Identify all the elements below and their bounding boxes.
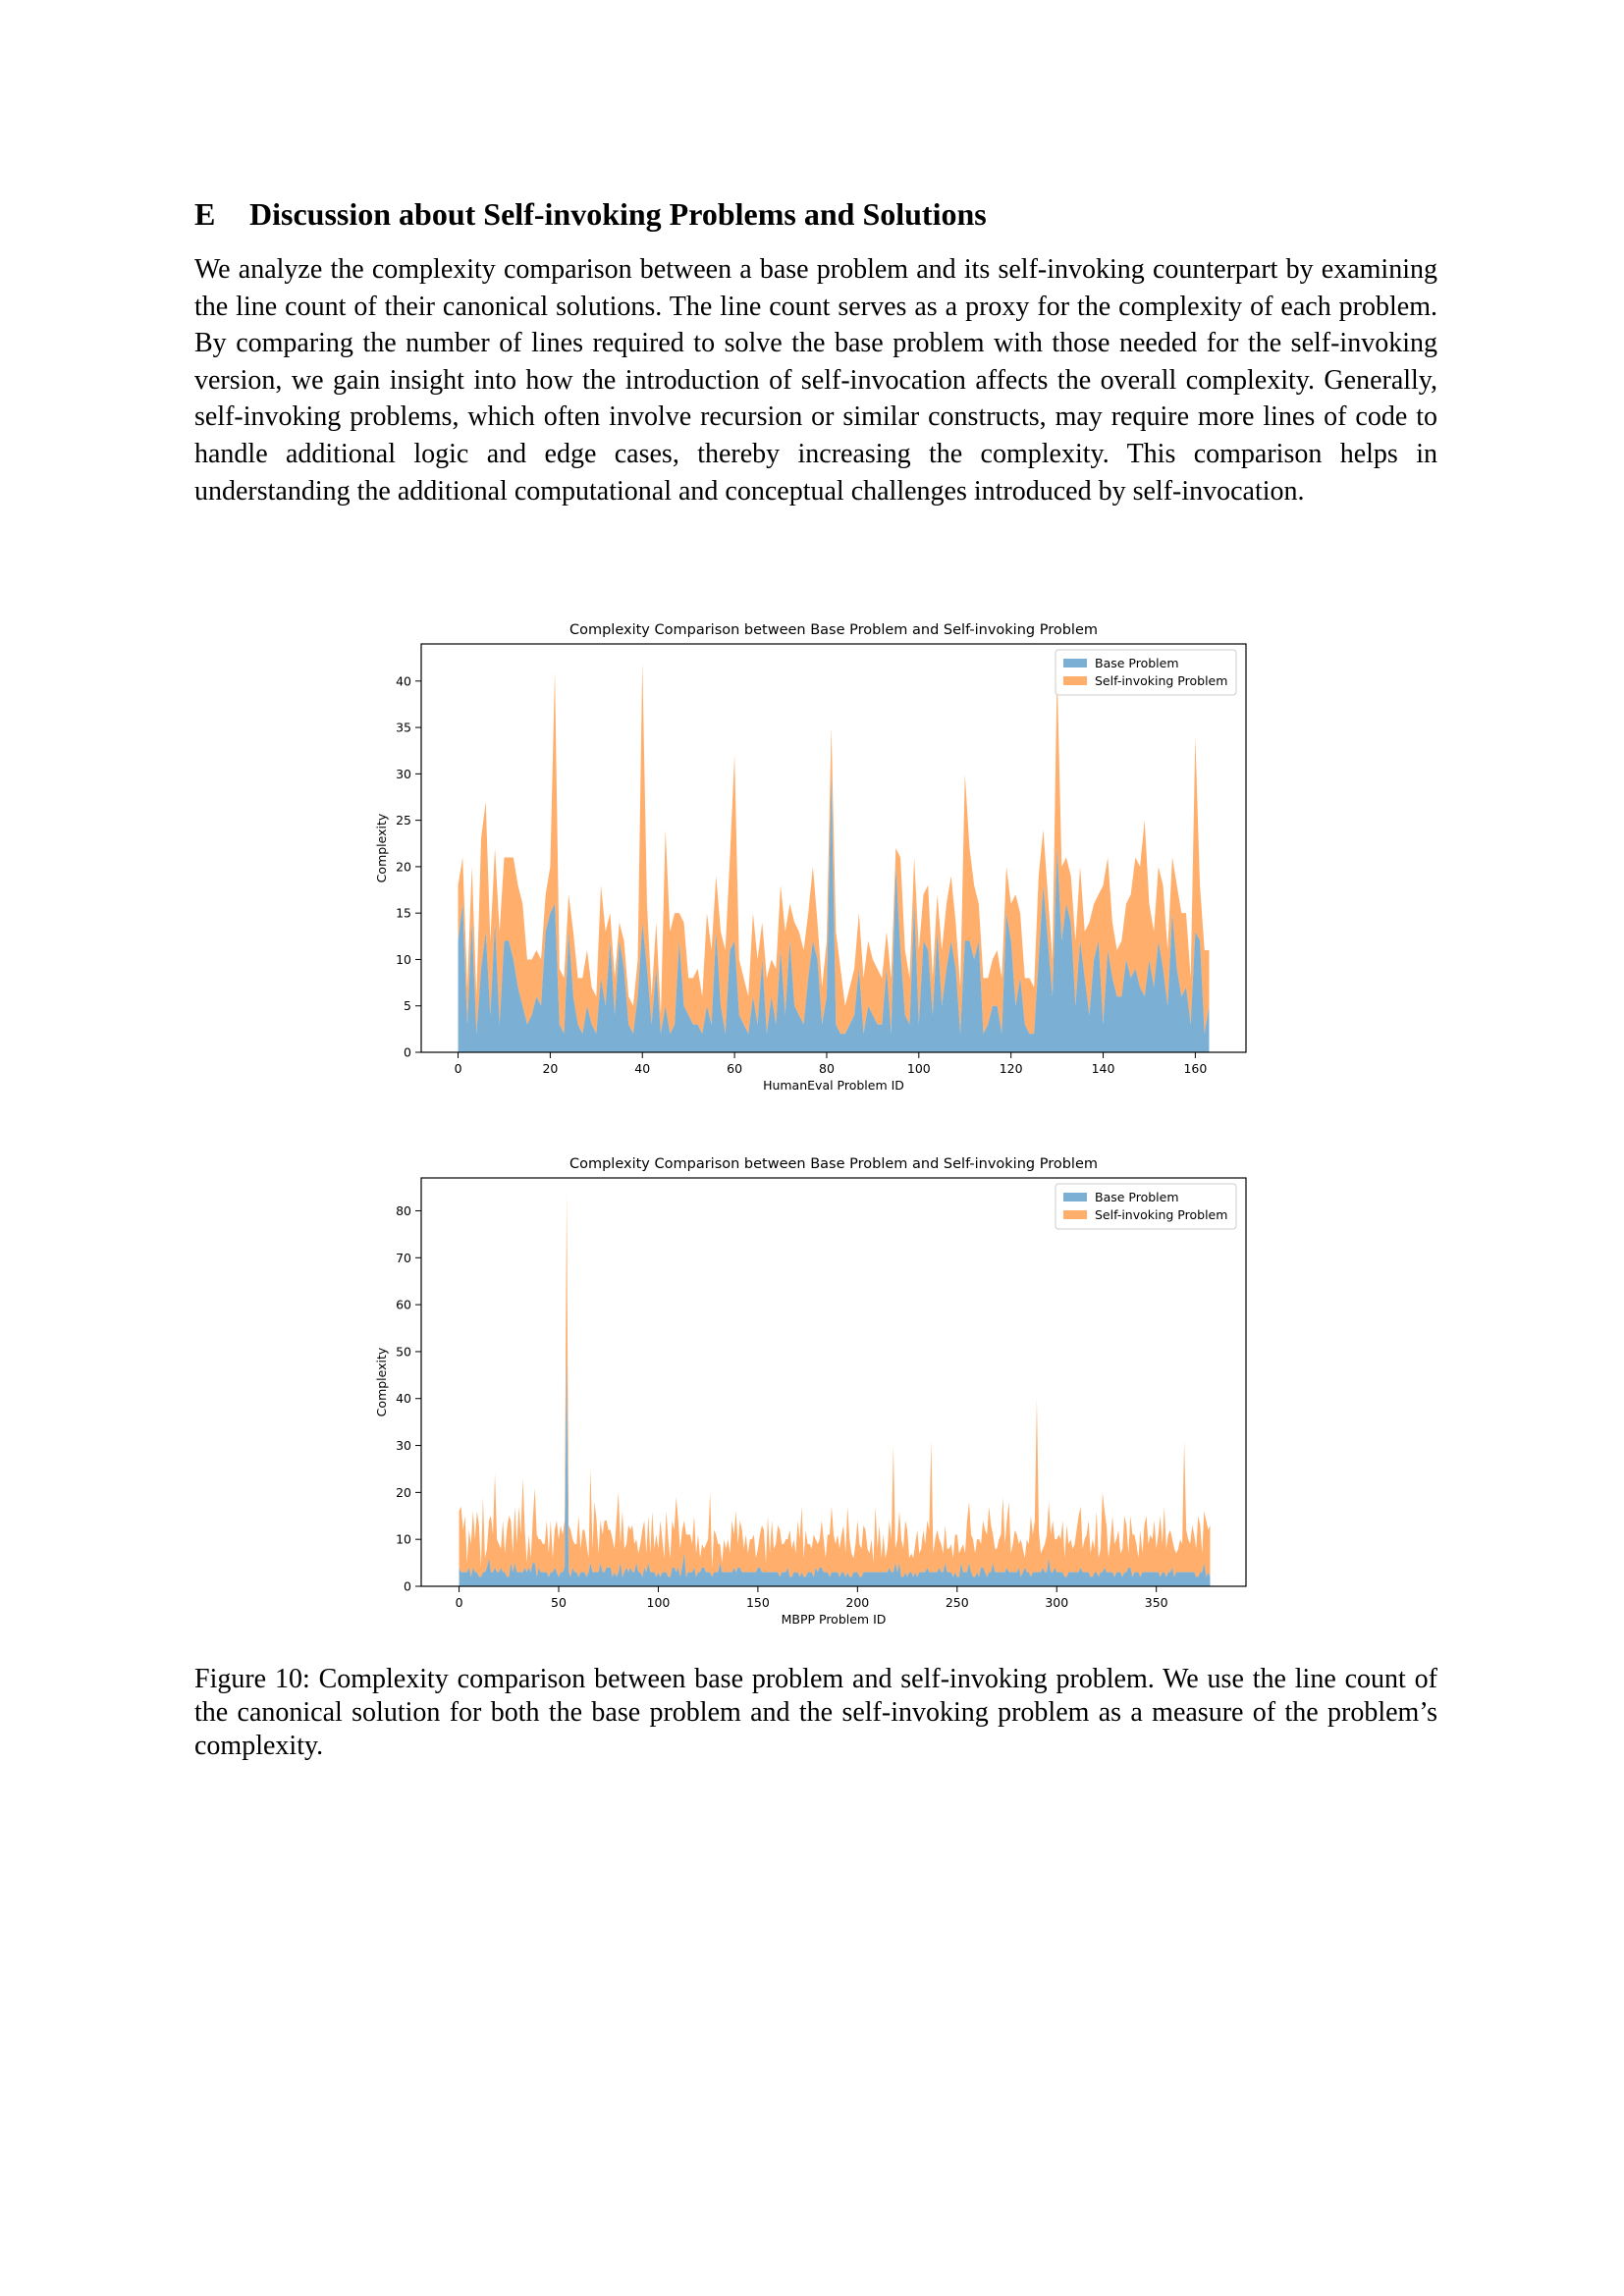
y-axis-label: Complexity xyxy=(374,813,389,882)
section-number: E xyxy=(194,196,216,232)
self-invoking-problem-area xyxy=(458,662,1210,1035)
mbpp-complexity-figure: Complexity Comparison between Base Probl… xyxy=(0,1148,1624,1639)
y-tick-label: 0 xyxy=(404,1579,411,1594)
y-tick-label: 10 xyxy=(396,1532,411,1547)
x-tick-label: 0 xyxy=(456,1595,463,1610)
y-tick-label: 60 xyxy=(396,1298,411,1312)
legend-label-self-invoking: Self-invoking Problem xyxy=(1095,1207,1227,1222)
x-tick-label: 50 xyxy=(551,1595,567,1610)
legend-box xyxy=(1055,1183,1237,1230)
x-tick-label: 350 xyxy=(1145,1595,1168,1610)
y-tick-label: 15 xyxy=(396,906,411,921)
legend-label-base: Base Problem xyxy=(1095,656,1179,670)
chart-title: Complexity Comparison between Base Probl… xyxy=(569,622,1098,638)
legend-box xyxy=(1055,649,1237,696)
x-tick-label: 200 xyxy=(845,1595,869,1610)
legend-swatch-self-invoking xyxy=(1063,676,1087,685)
legend-swatch-base xyxy=(1063,659,1087,667)
humaneval-complexity-figure: Complexity Comparison between Base Probl… xyxy=(0,614,1624,1105)
y-tick-label: 35 xyxy=(396,721,411,735)
x-tick-label: 100 xyxy=(647,1595,671,1610)
legend-label-self-invoking: Self-invoking Problem xyxy=(1095,673,1227,688)
base-problem-area xyxy=(459,1351,1211,1586)
x-tick-label: 140 xyxy=(1092,1061,1115,1076)
base-problem-area xyxy=(458,774,1210,1052)
x-tick-label: 300 xyxy=(1045,1595,1068,1610)
self-invoking-problem-area xyxy=(459,1192,1211,1577)
y-tick-label: 80 xyxy=(396,1203,411,1218)
mbpp-complexity-chart: Complexity Comparison between Base Probl… xyxy=(374,1156,1247,1627)
y-tick-label: 0 xyxy=(404,1045,411,1060)
chart-title: Complexity Comparison between Base Probl… xyxy=(569,1156,1098,1172)
x-tick-label: 20 xyxy=(542,1061,558,1076)
y-tick-label: 50 xyxy=(396,1344,411,1359)
x-tick-label: 250 xyxy=(946,1595,969,1610)
y-tick-label: 25 xyxy=(396,813,411,828)
section-title: Discussion about Self-invoking Problems … xyxy=(249,196,987,232)
x-tick-label: 100 xyxy=(907,1061,931,1076)
x-tick-label: 120 xyxy=(1000,1061,1023,1076)
chart-legend: Base Problem Self-invoking Problem xyxy=(1055,1183,1237,1230)
x-tick-label: 0 xyxy=(455,1061,462,1076)
x-axis-label: MBPP Problem ID xyxy=(782,1612,887,1627)
x-tick-label: 80 xyxy=(819,1061,835,1076)
legend-label-base: Base Problem xyxy=(1095,1190,1179,1204)
chart-legend: Base Problem Self-invoking Problem xyxy=(1055,649,1237,696)
x-axis-label: HumanEval Problem ID xyxy=(763,1078,904,1093)
section-heading: E Discussion about Self-invoking Problems… xyxy=(194,190,987,238)
plot-frame xyxy=(420,643,1247,1053)
y-tick-label: 20 xyxy=(396,1485,411,1500)
x-tick-label: 40 xyxy=(634,1061,650,1076)
x-tick-label: 150 xyxy=(746,1595,770,1610)
y-tick-label: 20 xyxy=(396,859,411,874)
y-tick-label: 40 xyxy=(396,1391,411,1406)
humaneval-complexity-chart: Complexity Comparison between Base Probl… xyxy=(374,622,1247,1093)
y-tick-label: 30 xyxy=(396,767,411,781)
figure-caption: Figure 10: Complexity comparison between… xyxy=(194,1664,1437,1761)
x-tick-label: 60 xyxy=(727,1061,742,1076)
y-tick-label: 5 xyxy=(404,998,411,1013)
y-tick-label: 40 xyxy=(396,673,411,688)
x-tick-label: 160 xyxy=(1183,1061,1207,1076)
legend-swatch-base xyxy=(1063,1193,1087,1201)
plot-frame xyxy=(420,1177,1247,1587)
legend-swatch-self-invoking xyxy=(1063,1210,1087,1219)
y-axis-label: Complexity xyxy=(374,1347,389,1416)
y-tick-label: 10 xyxy=(396,952,411,967)
body-paragraph: We analyze the complexity comparison bet… xyxy=(194,254,1437,507)
y-tick-label: 30 xyxy=(396,1438,411,1453)
y-tick-label: 70 xyxy=(396,1251,411,1265)
